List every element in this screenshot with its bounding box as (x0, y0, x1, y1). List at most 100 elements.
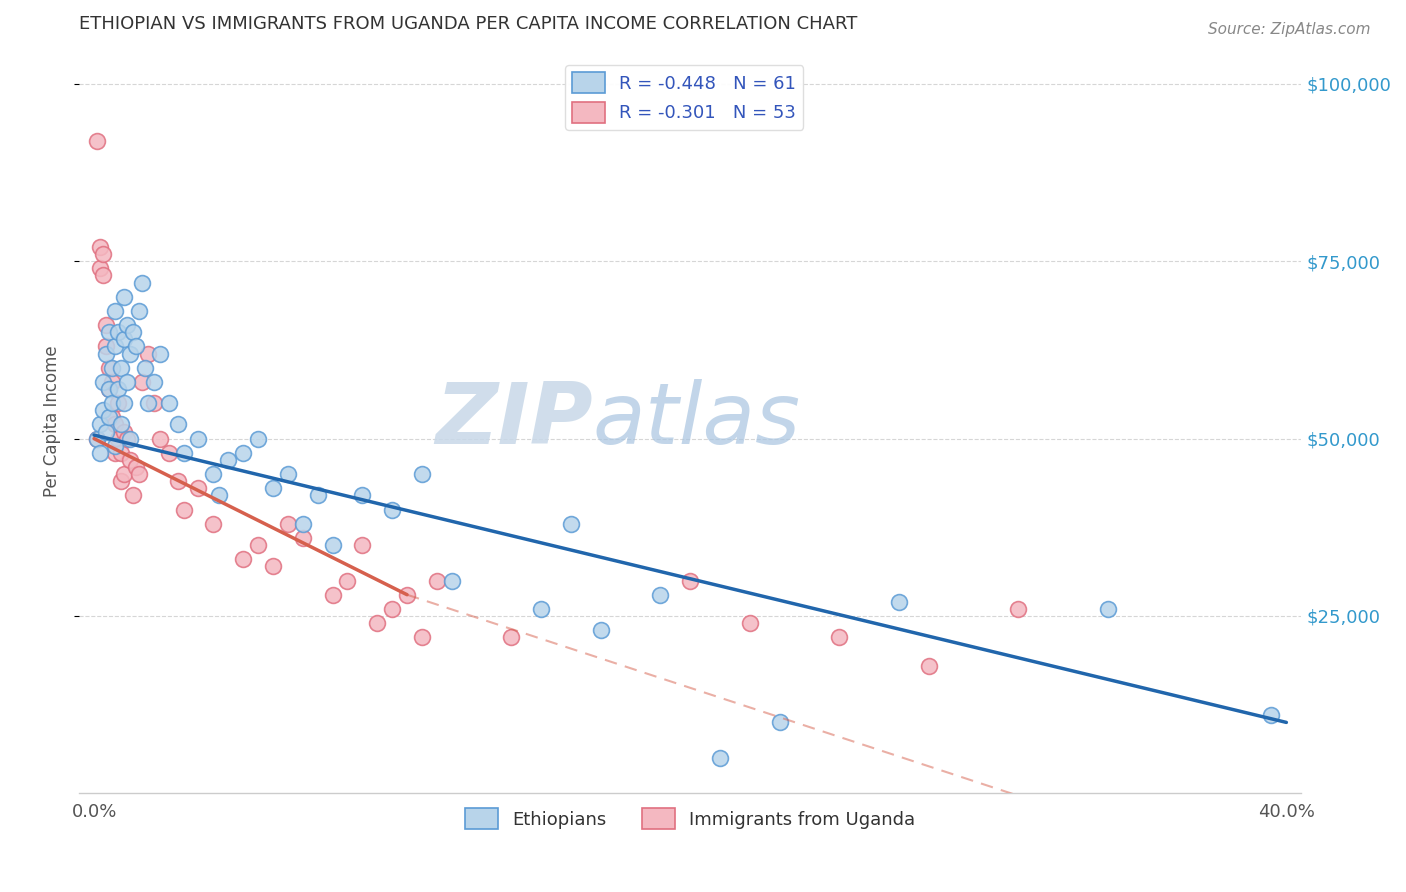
Point (110, 417, 132, 432)
Point (104, 439, 127, 453)
Point (94, 339, 117, 353)
Point (115, 318, 138, 332)
Point (291, 531, 314, 545)
Point (202, 516, 225, 531)
Point (887, 595, 910, 609)
Text: ETHIOPIAN VS IMMIGRANTS FROM UGANDA PER CAPITA INCOME CORRELATION CHART: ETHIOPIAN VS IMMIGRANTS FROM UGANDA PER … (79, 15, 858, 33)
Point (131, 375, 153, 389)
Y-axis label: Per Capita Income: Per Capita Income (44, 345, 60, 497)
Point (94, 318, 117, 332)
Point (232, 552, 254, 566)
Point (322, 538, 344, 552)
Point (1260, 708, 1282, 723)
Point (208, 488, 231, 502)
Point (101, 375, 124, 389)
Point (166, 474, 188, 488)
Point (110, 446, 132, 460)
Point (107, 396, 129, 410)
Point (91, 268, 114, 283)
Point (149, 346, 172, 360)
Text: atlas: atlas (592, 379, 800, 462)
Point (101, 410, 124, 425)
Point (142, 396, 165, 410)
Point (121, 488, 143, 502)
Point (104, 417, 127, 432)
Point (86, 432, 108, 446)
Point (104, 446, 127, 460)
Point (142, 375, 165, 389)
Point (94, 346, 117, 360)
Point (352, 488, 374, 502)
Point (262, 481, 284, 495)
Point (1097, 602, 1119, 616)
Point (112, 396, 135, 410)
Point (94, 425, 117, 439)
Point (110, 360, 132, 375)
Point (91, 247, 114, 261)
Point (98, 382, 121, 396)
Point (918, 658, 941, 673)
Point (101, 396, 124, 410)
Point (187, 432, 209, 446)
Point (381, 602, 404, 616)
Point (322, 588, 344, 602)
Point (411, 467, 433, 482)
Point (679, 574, 702, 588)
Point (501, 630, 523, 644)
Point (381, 502, 404, 516)
Point (157, 446, 180, 460)
Point (98, 410, 121, 425)
Point (89, 446, 111, 460)
Point (247, 432, 270, 446)
Point (166, 417, 188, 432)
Legend: Ethiopians, Immigrants from Uganda: Ethiopians, Immigrants from Uganda (458, 801, 922, 837)
Point (560, 516, 582, 531)
Point (1007, 602, 1029, 616)
Point (157, 396, 180, 410)
Point (128, 467, 150, 482)
Point (91, 403, 114, 417)
Point (202, 467, 225, 482)
Text: Source: ZipAtlas.com: Source: ZipAtlas.com (1208, 22, 1371, 37)
Point (115, 432, 138, 446)
Point (149, 432, 172, 446)
Point (173, 446, 195, 460)
Point (134, 360, 156, 375)
Point (277, 467, 299, 482)
Point (366, 616, 388, 631)
Point (738, 616, 761, 631)
Point (89, 261, 111, 276)
Point (91, 375, 114, 389)
Point (291, 516, 314, 531)
Point (118, 346, 141, 360)
Point (232, 446, 254, 460)
Point (98, 382, 121, 396)
Point (440, 574, 463, 588)
Point (336, 574, 359, 588)
Point (136, 396, 159, 410)
Point (650, 588, 672, 602)
Point (589, 623, 612, 637)
Point (115, 375, 138, 389)
Point (125, 460, 148, 475)
Point (247, 538, 270, 552)
Point (307, 488, 329, 502)
Point (530, 602, 553, 616)
Point (101, 360, 124, 375)
Text: ZIP: ZIP (434, 379, 592, 462)
Point (98, 360, 121, 375)
Point (396, 588, 419, 602)
Point (89, 240, 111, 254)
Point (112, 467, 135, 482)
Point (118, 453, 141, 467)
Point (125, 339, 148, 353)
Point (112, 290, 135, 304)
Point (136, 346, 159, 360)
Point (121, 325, 143, 339)
Point (217, 453, 239, 467)
Point (173, 502, 195, 516)
Point (104, 304, 127, 318)
Point (112, 425, 135, 439)
Point (709, 751, 731, 765)
Point (262, 559, 284, 574)
